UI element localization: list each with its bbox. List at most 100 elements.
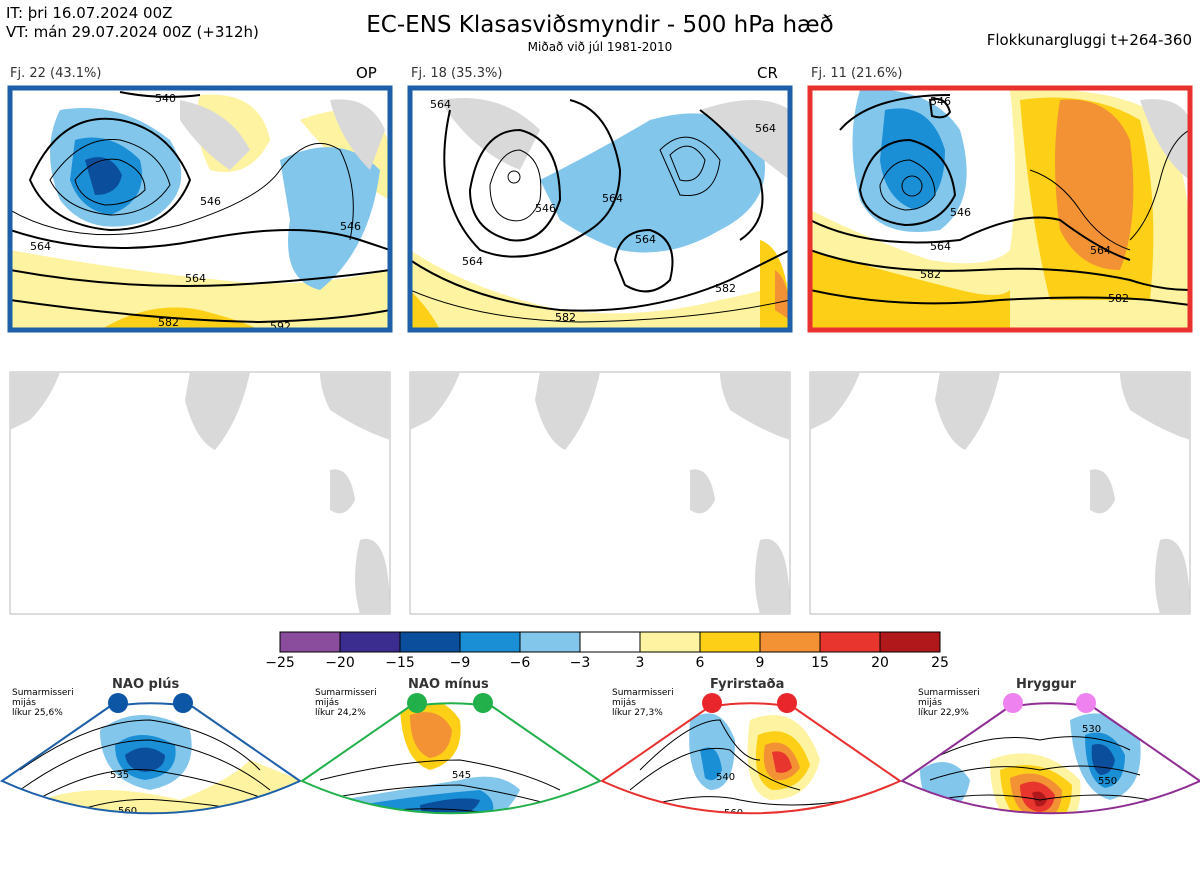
regime-2-contour-1: 545 <box>452 770 471 781</box>
colorbar-swatch <box>399 631 461 653</box>
regime-3-marker-right <box>777 693 797 713</box>
cluster-1-map: 540 546 564 582 592 564 546 <box>10 88 390 333</box>
colorbar-swatch <box>459 631 521 653</box>
colorbar-swatch <box>279 631 341 653</box>
colorbar-tick-label: −25 <box>265 655 295 671</box>
regime-1-marker-left <box>108 693 128 713</box>
mid-map-2 <box>409 371 791 615</box>
regime-4-contour-3: 575 <box>1096 838 1115 849</box>
regime-1-contour-1: 535 <box>110 770 129 781</box>
header-info: IT: þri 16.07.2024 00Z VT: mán 29.07.202… <box>6 4 259 42</box>
regime-3-marker-left <box>702 693 722 713</box>
colorbar-tick-label: 20 <box>871 655 889 671</box>
mid-map-3 <box>809 371 1191 615</box>
colorbar-tick-label: −9 <box>449 655 471 671</box>
regime-3-info: Sumarmisseri mijás líkur 27,3% <box>612 688 674 718</box>
regime-4-name: Hryggur <box>1016 677 1077 692</box>
svg-text:546: 546 <box>340 220 361 233</box>
regime-3-name: Fyrirstaða <box>710 677 785 692</box>
regime-4-contour-2: 550 <box>1098 776 1117 787</box>
regime-2-season: Sumarmisseri <box>315 688 377 698</box>
colorbar-tick-label: 6 <box>695 655 705 671</box>
regime-3-contour-2: 560 <box>724 808 743 819</box>
colorbar-swatch <box>339 631 401 653</box>
colorbar-swatch <box>579 631 641 653</box>
regime-1-map: 535 560 <box>0 702 303 817</box>
regime-2-marker-left <box>407 693 427 713</box>
svg-text:564: 564 <box>462 255 483 268</box>
colorbar-tick-label: −6 <box>509 655 531 671</box>
colorbar-swatch <box>759 631 821 653</box>
svg-text:564: 564 <box>602 192 623 205</box>
regime-1-prob: líkur 25,6% <box>12 708 63 718</box>
regime-2-map: 545 560 575 <box>299 702 603 861</box>
cluster-2-tag: CR <box>757 64 778 82</box>
regime-1-name: NAO plús <box>112 677 180 692</box>
init-time: IT: þri 16.07.2024 00Z <box>6 4 173 22</box>
svg-text:564: 564 <box>635 233 656 246</box>
colorbar-tick-label: −15 <box>385 655 415 671</box>
regime-4-marker-right <box>1076 693 1096 713</box>
colorbar-swatch <box>879 631 941 653</box>
svg-text:582: 582 <box>1108 292 1129 305</box>
regime-2-contour-3: 575 <box>446 850 465 861</box>
mid-map-1 <box>9 371 391 615</box>
regime-1-season: Sumarmisseri <box>12 688 74 698</box>
svg-text:540: 540 <box>155 92 176 105</box>
regime-3-prob: líkur 27,3% <box>612 708 663 718</box>
svg-text:592: 592 <box>270 320 291 333</box>
regime-2-desc: mijás <box>315 698 339 708</box>
svg-text:564: 564 <box>1090 244 1111 257</box>
svg-text:564: 564 <box>185 272 206 285</box>
colorbar-swatch <box>639 631 701 653</box>
regime-2-marker-right <box>473 693 493 713</box>
svg-text:582: 582 <box>158 316 179 329</box>
cluster-2-label: Fj. 18 (35.3%) <box>411 66 503 81</box>
svg-text:546: 546 <box>950 206 971 219</box>
svg-text:564: 564 <box>430 98 451 111</box>
regime-1-contour-2: 560 <box>118 806 137 817</box>
cluster-2-map: 564 546 564 564 582 564 582 564 <box>410 88 790 330</box>
svg-text:582: 582 <box>715 282 736 295</box>
regime-4-prob: líkur 22,9% <box>918 708 969 718</box>
svg-text:582: 582 <box>920 268 941 281</box>
regime-2-info: Sumarmisseri mijás líkur 24,2% <box>315 688 377 718</box>
regime-3-contour-3: 575 <box>737 832 756 843</box>
colorbar-tick-label: −20 <box>325 655 355 671</box>
svg-text:546: 546 <box>200 195 221 208</box>
regime-4-info: Sumarmisseri mijás líkur 22,9% <box>918 688 980 718</box>
regime-3-desc: mijás <box>612 698 636 708</box>
cluster-1-frame <box>7 85 393 333</box>
regime-3-map: 540 560 575 <box>599 702 903 843</box>
cluster-2-frame <box>407 85 793 333</box>
regime-1-marker-right <box>173 693 193 713</box>
regime-4-contour-1: 530 <box>1082 724 1101 735</box>
regime-4-season: Sumarmisseri <box>918 688 980 698</box>
svg-text:564: 564 <box>755 122 776 135</box>
regime-4-marker-left <box>1003 693 1023 713</box>
regime-2-contour-2: 560 <box>438 814 457 825</box>
colorbar-swatch <box>819 631 881 653</box>
colorbar-swatch <box>699 631 761 653</box>
valid-time: VT: mán 29.07.2024 00Z (+312h) <box>6 23 259 41</box>
regime-3-season: Sumarmisseri <box>612 688 674 698</box>
cluster-1-label: Fj. 22 (43.1%) <box>10 66 102 81</box>
svg-text:564: 564 <box>30 240 51 253</box>
regime-2-prob: líkur 24,2% <box>315 708 366 718</box>
regime-1-info: Sumarmisseri mijás líkur 25,6% <box>12 688 74 718</box>
regime-1-desc: mijás <box>12 698 36 708</box>
cluster-3-frame <box>807 85 1193 333</box>
regime-4-map: 530 550 575 <box>899 702 1200 849</box>
colorbar-tick-label: −3 <box>569 655 591 671</box>
svg-text:564: 564 <box>930 240 951 253</box>
colorbar <box>279 631 941 653</box>
colorbar-tick-label: 3 <box>635 655 645 671</box>
regime-2-name: NAO mínus <box>408 677 489 692</box>
regime-3-contour-1: 540 <box>716 772 735 783</box>
cluster-3-label: Fj. 11 (21.6%) <box>811 66 903 81</box>
cluster-1-tag: OP <box>356 64 377 82</box>
svg-text:582: 582 <box>555 311 576 324</box>
colorbar-swatch <box>519 631 581 653</box>
svg-text:546: 546 <box>930 95 951 108</box>
